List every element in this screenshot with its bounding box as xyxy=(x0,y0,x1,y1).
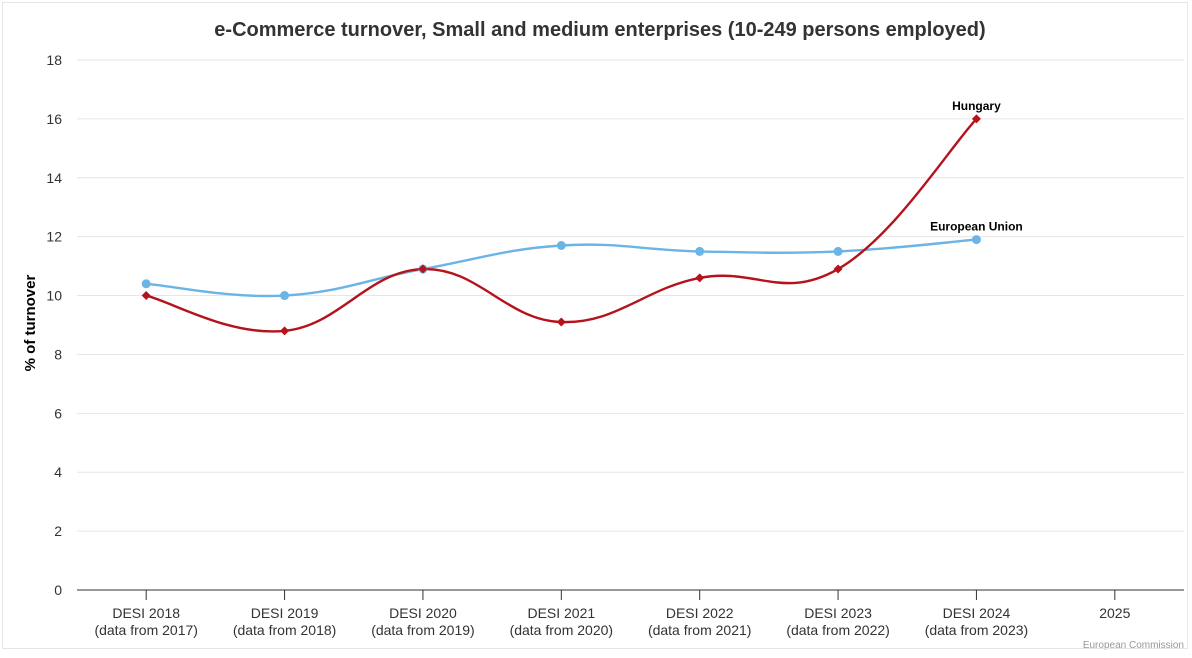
data-point-hungary[interactable] xyxy=(418,264,428,274)
series-markers xyxy=(141,114,981,336)
y-tick-label: 0 xyxy=(54,582,62,598)
credit-text[interactable]: European Commission xyxy=(1083,640,1184,651)
x-tick-label: DESI 2024 xyxy=(943,605,1011,621)
y-tick-label: 16 xyxy=(46,111,62,127)
x-tick-label: DESI 2021 xyxy=(527,605,595,621)
x-tick-label: DESI 2020 xyxy=(389,605,457,621)
data-point-hungary[interactable] xyxy=(280,326,290,336)
data-point-hungary[interactable] xyxy=(971,114,981,124)
chart-labels: e-Commerce turnover, Small and medium en… xyxy=(22,19,1184,651)
x-tick-label: DESI 2023 xyxy=(804,605,872,621)
data-point-european-union[interactable] xyxy=(141,279,151,289)
y-tick-label: 2 xyxy=(54,523,62,539)
data-point-european-union[interactable] xyxy=(556,241,566,250)
data-point-hungary[interactable] xyxy=(556,317,566,327)
y-axis-title: % of turnover xyxy=(22,275,39,372)
series-lines xyxy=(145,118,978,333)
y-tick-label: 6 xyxy=(54,405,62,421)
data-point-european-union[interactable] xyxy=(971,235,981,245)
data-point-european-union[interactable] xyxy=(280,291,290,301)
x-tick-label: (data from 2020) xyxy=(510,622,614,638)
series-label-hungary: Hungary xyxy=(952,99,1001,113)
y-tick-label: 18 xyxy=(46,52,62,68)
x-tick-label: 2025 xyxy=(1099,605,1130,621)
data-point-european-union[interactable] xyxy=(695,246,705,256)
data-point-hungary[interactable] xyxy=(833,264,843,274)
y-tick-label: 10 xyxy=(46,288,62,304)
x-tick-label: (data from 2021) xyxy=(648,622,752,638)
data-point-european-union[interactable] xyxy=(833,246,843,256)
x-tick-label: DESI 2018 xyxy=(112,605,180,621)
series-line-hungary[interactable] xyxy=(145,118,978,333)
y-tick-label: 4 xyxy=(54,464,62,480)
chart-title: e-Commerce turnover, Small and medium en… xyxy=(214,19,985,41)
x-tick-label: (data from 2023) xyxy=(925,622,1029,638)
x-tick-label: (data from 2022) xyxy=(786,622,890,638)
data-point-hungary[interactable] xyxy=(141,291,151,301)
x-tick-label: (data from 2019) xyxy=(371,622,475,638)
y-tick-label: 8 xyxy=(54,346,62,362)
x-tick-label: (data from 2018) xyxy=(233,622,337,638)
series-label-european-union: European Union xyxy=(930,220,1023,234)
x-tick-label: DESI 2019 xyxy=(251,605,319,621)
axes: 0 2 4 6 8 10 12 14 16 18 DESI 2018(data from 2017)… xyxy=(46,52,1184,638)
y-tick-label: 14 xyxy=(46,170,62,186)
y-tick-label: 12 xyxy=(46,229,62,245)
data-point-hungary[interactable] xyxy=(695,273,705,283)
x-tick-label: DESI 2022 xyxy=(666,605,734,621)
x-tick-label: (data from 2017) xyxy=(94,622,198,638)
